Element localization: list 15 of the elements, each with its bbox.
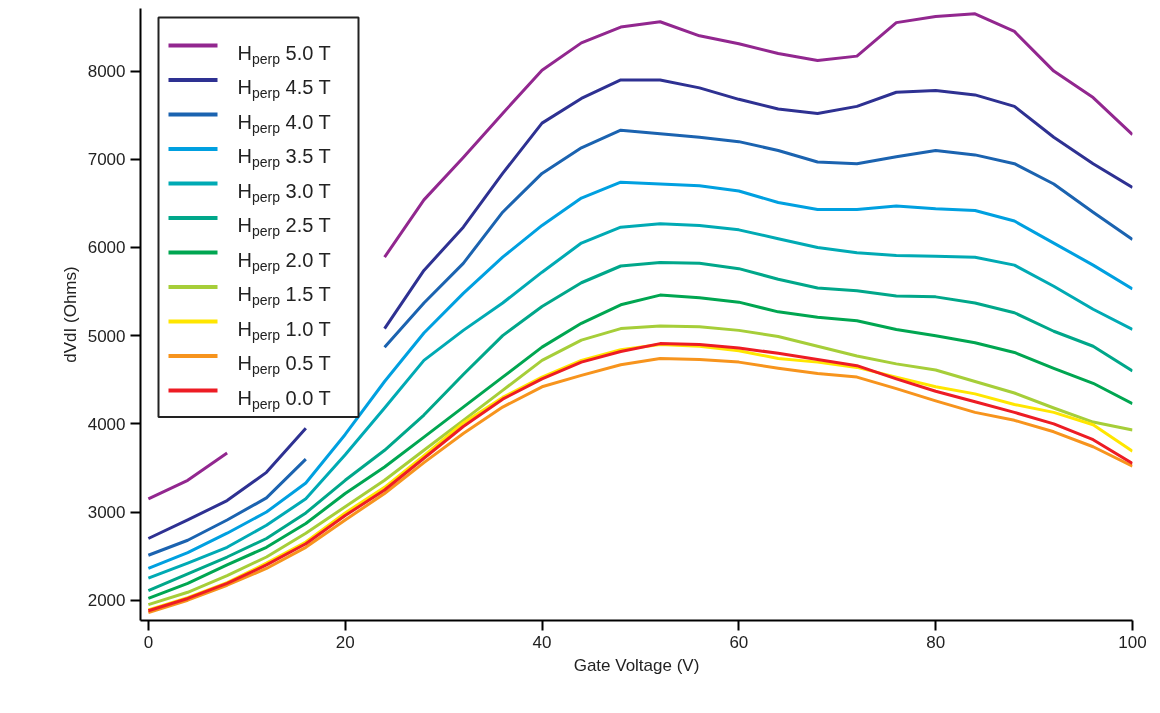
x-tick-label: 20	[335, 632, 355, 652]
x-tick-label: 80	[926, 632, 946, 652]
y-tick-label: 3000	[87, 503, 126, 523]
y-tick-label: 7000	[87, 150, 126, 170]
x-tick-label: 100	[1118, 632, 1147, 652]
y-tick-label: 8000	[87, 62, 126, 82]
x-tick-label: 60	[729, 632, 749, 652]
y-tick-label: 6000	[87, 238, 126, 258]
y-axis-title: dVdI (Ohms)	[60, 266, 80, 363]
y-tick-label: 4000	[87, 414, 126, 434]
x-tick-label: 40	[532, 632, 552, 652]
x-axis-title: Gate Voltage (V)	[573, 655, 700, 675]
x-tick-label: 0	[143, 632, 154, 652]
y-tick-label: 5000	[87, 326, 126, 346]
y-tick-label: 2000	[87, 591, 126, 611]
